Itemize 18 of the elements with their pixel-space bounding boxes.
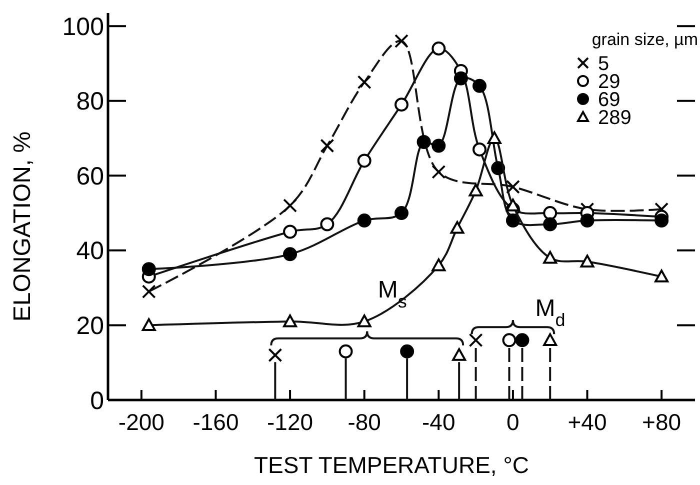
legend-title: grain size, µm (592, 30, 698, 49)
y-tick-label: 80 (76, 88, 104, 116)
x-tick-label: -80 (348, 409, 381, 435)
x-axis-title: TEST TEMPERATURE, °C (254, 452, 530, 478)
y-tick-label: 20 (76, 312, 104, 340)
x-tick-label: -120 (267, 409, 314, 435)
x-tick-label: -200 (118, 409, 164, 435)
y-tick-label: 0 (90, 386, 104, 415)
y-tick-label: 60 (76, 162, 104, 190)
x-tick-label: +80 (642, 409, 682, 435)
y-tick-label: 100 (62, 12, 104, 41)
x-tick-label: 0 (506, 409, 520, 435)
x-tick-label: +40 (568, 409, 607, 435)
annotation: M$_{d}$ (535, 295, 566, 330)
y-tick-label: 40 (76, 237, 104, 266)
x-tick-label: -160 (192, 409, 239, 435)
x-tick-label: -40 (422, 409, 456, 435)
y-axis-title: ELONGATION, % (9, 131, 36, 322)
